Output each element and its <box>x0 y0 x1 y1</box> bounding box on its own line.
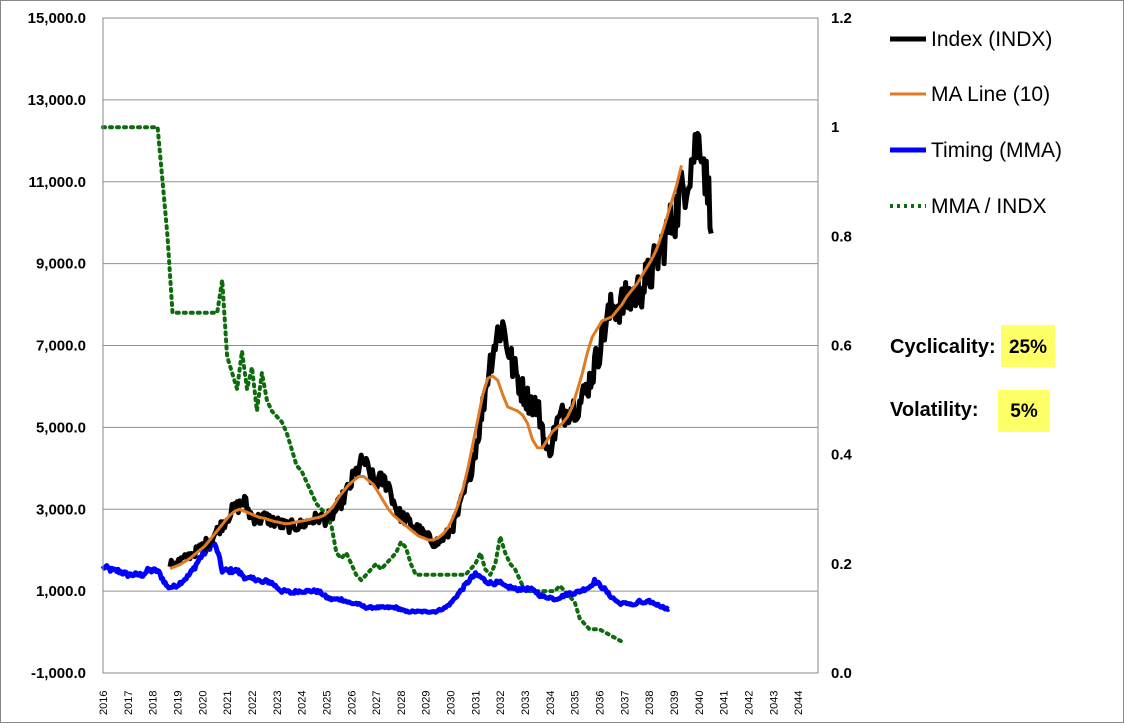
legend-item-ma: MA Line (10) <box>890 83 1050 106</box>
x-tick-label: 2040 <box>694 691 706 715</box>
right-tick-label: 1 <box>831 119 839 136</box>
x-tick-label: 2044 <box>793 691 805 715</box>
left-tick-label: 7,000.0 <box>36 338 86 355</box>
right-tick-label: 0.2 <box>831 556 852 573</box>
volatility-highlight <box>998 390 1050 432</box>
left-axis-ticks: -1,000.0 1,000.0 3,000.0 5,000.0 7,000.0 9,00… <box>28 10 86 682</box>
x-tick-label: 2028 <box>396 691 408 715</box>
x-tick-label: 2029 <box>421 691 433 715</box>
left-tick-label: 11,000.0 <box>28 174 86 191</box>
right-axis-ticks: 0.0 0.2 0.4 0.6 0.8 1 1.2 <box>831 10 853 682</box>
x-tick-label: 2034 <box>545 691 557 715</box>
x-tick-label: 2041 <box>719 691 731 715</box>
right-tick-label: 0.0 <box>831 665 852 682</box>
x-tick-label: 2043 <box>768 691 780 715</box>
x-tick-label: 2032 <box>495 691 507 715</box>
left-tick-label: 5,000.0 <box>36 419 86 436</box>
x-tick-label: 2027 <box>371 691 383 715</box>
x-tick-label: 2037 <box>619 691 631 715</box>
x-tick-label: 2016 <box>98 691 110 715</box>
series-line-index-indx <box>167 130 714 568</box>
right-tick-label: 1.2 <box>831 10 852 27</box>
x-tick-label: 2031 <box>470 691 482 715</box>
x-tick-label: 2026 <box>346 691 358 715</box>
series-lines <box>100 125 714 645</box>
x-tick-label: 2019 <box>172 691 184 715</box>
right-tick-label: 0.4 <box>831 447 853 464</box>
left-tick-label: 9,000.0 <box>36 256 86 273</box>
legend-label-ratio: MMA / INDX <box>931 195 1047 218</box>
cyclicality-metric: Cyclicality: 25% <box>890 325 1055 367</box>
x-tick-label: 2035 <box>570 691 582 715</box>
left-tick-label: 3,000.0 <box>36 501 86 518</box>
legend-item-index: Index (INDX) <box>890 28 1052 51</box>
legend-label-timing: Timing (MMA) <box>931 139 1062 162</box>
x-tick-label: 2033 <box>520 691 532 715</box>
x-tick-label: 2030 <box>446 691 458 715</box>
x-tick-label: 2038 <box>644 691 656 715</box>
x-tick-label: 2036 <box>595 691 607 715</box>
legend: Index (INDX) MA Line (10) Timing (MMA) M… <box>890 28 1062 218</box>
x-tick-label: 2018 <box>148 691 160 715</box>
x-axis-ticks: 2016 2017 2018 2019 2020 2021 2022 2023 2024 2025… <box>98 691 805 715</box>
x-tick-label: 2017 <box>123 691 135 715</box>
x-tick-label: 2022 <box>247 691 259 715</box>
left-tick-label: -1,000.0 <box>31 665 86 682</box>
x-tick-label: 2020 <box>197 691 209 715</box>
x-tick-label: 2042 <box>743 691 755 715</box>
x-tick-label: 2021 <box>222 691 234 715</box>
right-tick-label: 0.6 <box>831 338 852 355</box>
cyclicality-highlight <box>1001 325 1055 367</box>
cyclicality-label: Cyclicality: <box>890 336 996 358</box>
x-tick-label: 2039 <box>669 691 681 715</box>
left-tick-label: 15,000.0 <box>28 10 86 27</box>
legend-label-index: Index (INDX) <box>931 28 1052 51</box>
x-tick-label: 2023 <box>272 691 284 715</box>
legend-label-ma: MA Line (10) <box>931 83 1050 106</box>
legend-item-timing: Timing (MMA) <box>890 139 1062 162</box>
x-tick-label: 2024 <box>297 691 309 715</box>
right-tick-label: 0.8 <box>831 228 852 245</box>
volatility-label: Volatility: <box>890 399 979 421</box>
left-tick-label: 1,000.0 <box>36 583 86 600</box>
x-tick-label: 2025 <box>321 691 333 715</box>
left-tick-label: 13,000.0 <box>28 92 86 109</box>
volatility-value: 5% <box>1010 401 1038 422</box>
cyclicality-value: 25% <box>1009 337 1047 358</box>
volatility-metric: Volatility: 5% <box>890 390 1050 432</box>
series-line-timing-mma <box>100 538 671 615</box>
plot-area-border <box>102 17 819 674</box>
series-line-ma-line-10 <box>169 165 683 570</box>
legend-item-ratio: MMA / INDX <box>890 195 1047 218</box>
